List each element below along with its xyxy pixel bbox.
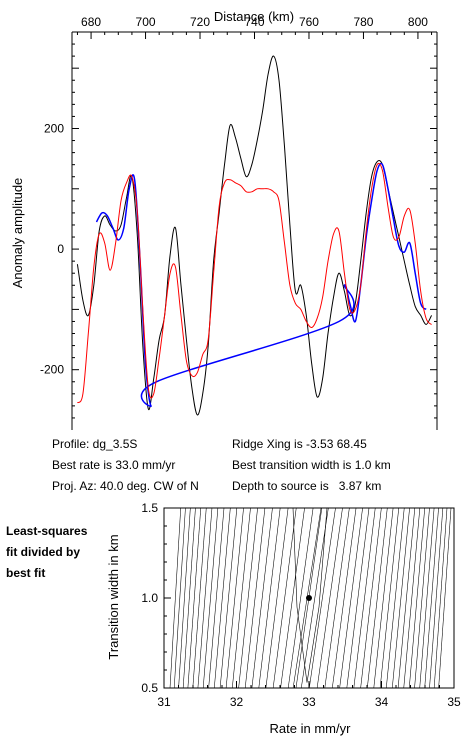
side-label-line-1: Least-squares <box>6 524 88 538</box>
contour-line <box>214 508 231 688</box>
contour-line <box>169 508 181 688</box>
contour-line <box>433 508 448 688</box>
best-transition-text: Best transition width is 1.0 km <box>232 458 391 472</box>
x-tick-label: 740 <box>244 15 264 29</box>
contour-line <box>251 508 273 688</box>
y-axis-label: Anomaly amplitude <box>10 178 25 289</box>
contour-line <box>339 508 363 688</box>
contour-line <box>244 508 266 688</box>
contour-lines <box>169 508 452 688</box>
x-tick-label: 720 <box>190 15 210 29</box>
contour-line <box>379 508 400 688</box>
x-tick-label: 700 <box>136 15 156 29</box>
y-tick-label: -200 <box>40 363 64 377</box>
contour-line <box>397 508 416 688</box>
contour-line <box>272 508 297 688</box>
model-series-line <box>76 162 432 404</box>
y-tick-label: 0 <box>57 242 64 256</box>
contour-line <box>367 508 388 688</box>
contour-line <box>258 508 281 688</box>
contour-x-axis-label: Rate in mm/yr <box>270 721 352 736</box>
best-fit-point <box>306 595 312 601</box>
contour-line <box>173 508 186 688</box>
x-tick-label: 800 <box>408 15 428 29</box>
model-fit-series-line <box>95 162 427 408</box>
contour-line <box>424 508 439 688</box>
contour-line <box>360 508 382 688</box>
contour-line <box>197 508 213 688</box>
ridge-xing-text: Ridge Xing is -3.53 68.45 <box>232 437 367 451</box>
contour-line <box>265 508 289 688</box>
contour-line <box>232 508 251 688</box>
best-rate-text: Best rate is 33.0 mm/yr <box>52 458 176 472</box>
contour-line <box>309 508 336 688</box>
contour-chart: Rate in mm/yr Transition width in km 31 3… <box>106 501 461 736</box>
anomaly-chart: Distance (km) Anomaly amplitude 680 700 72… <box>10 9 438 430</box>
contour-line <box>419 508 435 688</box>
contour-line <box>353 508 376 688</box>
contour-line <box>324 508 350 688</box>
contour-line <box>202 508 219 688</box>
contour-line <box>208 508 225 688</box>
contour-line <box>178 508 191 688</box>
contour-line <box>182 508 196 688</box>
profile-text: Profile: dg_3.5S <box>52 437 138 451</box>
depth-text: Depth to source is 3.87 km <box>232 479 382 493</box>
observed-series-line <box>76 55 433 416</box>
contour-line <box>408 508 426 688</box>
contour-line <box>301 508 329 688</box>
contour-x-tick-label: 34 <box>375 695 389 709</box>
contour-line <box>403 508 421 688</box>
contour-line <box>219 508 238 688</box>
contour-line <box>346 508 370 688</box>
contour-line <box>316 508 343 688</box>
x-tick-label: 680 <box>81 15 101 29</box>
side-label-line-3: best fit <box>6 566 46 580</box>
contour-line <box>373 508 394 688</box>
side-label-line-2: fit divided by <box>6 545 81 559</box>
x-tick-label: 760 <box>299 15 319 29</box>
contour-line <box>414 508 430 688</box>
contour-x-tick-label: 31 <box>157 695 171 709</box>
proj-az-text: Proj. Az: 40.0 deg. CW of N <box>52 479 199 493</box>
contour-line <box>192 508 207 688</box>
contour-y-tick-label: 0.5 <box>141 681 158 695</box>
contour-x-tick-label: 35 <box>447 695 461 709</box>
x-axis-label: Distance (km) <box>214 9 294 24</box>
contour-line <box>238 508 258 688</box>
y-tick-label: 200 <box>44 121 64 135</box>
contour-line <box>391 508 410 688</box>
contour-line <box>386 508 405 688</box>
contour-line <box>280 508 305 688</box>
x-tick-label: 780 <box>353 15 373 29</box>
contour-x-tick-label: 33 <box>302 695 316 709</box>
contour-line-inner <box>292 508 328 683</box>
contour-line <box>187 508 202 688</box>
contour-line <box>332 508 357 688</box>
contour-line <box>429 508 444 688</box>
contour-line <box>438 508 452 688</box>
contour-y-tick-label: 1.0 <box>141 591 158 605</box>
contour-line <box>287 508 314 688</box>
contour-y-axis-label: Transition width in km <box>106 534 121 659</box>
contour-line <box>225 508 244 688</box>
contour-x-tick-label: 32 <box>230 695 244 709</box>
contour-y-tick-label: 1.5 <box>141 501 158 515</box>
